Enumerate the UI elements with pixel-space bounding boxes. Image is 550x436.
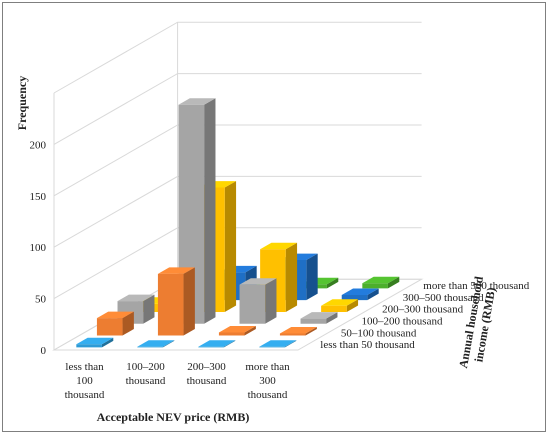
y-axis-ticks: 0 50 100 150 200 <box>30 139 47 357</box>
bar-top <box>178 98 216 105</box>
gridline <box>53 175 422 248</box>
x-tick-label: 200–300 thousand <box>187 361 227 387</box>
bar-front <box>300 318 327 324</box>
x-axis-ticks: less than 100 thousand 100–200 thousand 200–3… <box>65 361 291 401</box>
bar-top <box>96 311 134 319</box>
bars <box>76 98 400 348</box>
bar-top <box>239 278 277 285</box>
gridline <box>53 21 422 94</box>
depth-tick-label: 200–300 thousand <box>382 304 463 316</box>
bar-side <box>306 253 318 301</box>
bar-side <box>265 278 277 324</box>
bar-side <box>183 267 195 336</box>
x-axis-title: Acceptable NEV price (RMB) <box>97 410 250 424</box>
bar <box>96 311 134 336</box>
bar-side <box>367 288 379 301</box>
bar-top <box>279 326 317 334</box>
bar <box>218 325 256 336</box>
chart-frame: 0 50 100 150 200 less than 100 thousand 100–200… <box>2 2 546 432</box>
bar-top <box>76 337 114 345</box>
bar-side <box>305 326 317 336</box>
y-axis-title: Frequency <box>15 76 29 130</box>
depth-tick-label: 50–100 thousand <box>341 327 417 339</box>
bar-front <box>321 305 347 312</box>
bar-side <box>326 277 339 289</box>
bar-side <box>143 294 155 324</box>
x-tick-label: less than 100 thousand <box>65 361 105 401</box>
bar-front <box>96 318 123 336</box>
bar-top <box>260 242 298 250</box>
gridline <box>53 73 422 145</box>
bar-top <box>321 299 359 306</box>
bar <box>279 326 317 336</box>
bar-side <box>162 340 175 348</box>
bar-top <box>198 340 236 347</box>
bar <box>321 299 359 312</box>
chart-walls <box>52 22 424 351</box>
bar-top <box>218 325 256 333</box>
x-tick-label: more than 300 thousand <box>245 361 290 401</box>
bar-front <box>279 333 306 336</box>
bar <box>198 340 236 348</box>
bar-side <box>204 98 216 324</box>
bar <box>76 337 114 348</box>
bar <box>300 312 338 324</box>
bar-front <box>341 295 368 301</box>
bar <box>341 288 379 301</box>
bar-front <box>259 346 285 348</box>
bar-side <box>223 340 236 348</box>
bar-side <box>387 276 400 289</box>
bar-front <box>239 284 266 324</box>
bar-top <box>300 312 338 319</box>
bar-front <box>157 273 184 336</box>
bar <box>137 340 175 348</box>
bar-side <box>326 312 338 324</box>
gridline <box>53 227 422 300</box>
bar-side <box>284 340 297 348</box>
bar-top <box>117 294 155 302</box>
y-tick-label: 0 <box>41 345 47 357</box>
gridline <box>53 124 422 197</box>
bar-top <box>362 276 400 284</box>
bar <box>362 276 400 289</box>
bar <box>157 267 195 336</box>
bar-side <box>346 299 359 312</box>
y-tick-label: 200 <box>30 139 47 151</box>
bar-side <box>285 242 298 312</box>
bar-front <box>362 283 388 289</box>
depth-tick-label: more than 500 thousand <box>423 280 530 292</box>
depth-tick-label: 100–200 thousand <box>362 316 443 328</box>
bar-top <box>259 340 297 347</box>
bar-front <box>198 346 224 348</box>
bar-top <box>137 340 175 347</box>
bar-top <box>341 288 379 296</box>
bar-side <box>122 311 134 336</box>
bar <box>239 278 277 324</box>
gridlines <box>53 21 422 351</box>
bar-top <box>157 267 195 274</box>
bar-side <box>224 181 237 312</box>
bar-front <box>137 346 163 348</box>
bar-side <box>244 325 256 336</box>
bar-side <box>101 337 114 348</box>
depth-tick-label: 300–500 thousand <box>403 292 484 304</box>
y-tick-label: 150 <box>30 191 47 203</box>
x-tick-label: 100–200 thousand <box>126 361 166 387</box>
bar-front <box>218 332 245 336</box>
y-tick-label: 100 <box>30 242 47 254</box>
nev-price-income-3d-column-chart: 0 50 100 150 200 less than 100 thousand 100–200… <box>15 21 530 424</box>
bar <box>259 340 297 348</box>
y-tick-label: 50 <box>35 294 47 306</box>
depth-tick-label: less than 50 thousand <box>320 339 415 351</box>
bar-front <box>76 344 102 348</box>
